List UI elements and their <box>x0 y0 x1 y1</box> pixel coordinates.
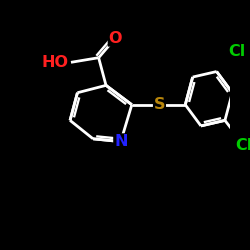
Text: N: N <box>114 134 128 149</box>
Text: O: O <box>108 31 122 46</box>
Text: Cl: Cl <box>228 44 246 59</box>
Text: HO: HO <box>42 55 69 70</box>
Text: Cl: Cl <box>236 138 250 153</box>
Text: S: S <box>154 97 165 112</box>
